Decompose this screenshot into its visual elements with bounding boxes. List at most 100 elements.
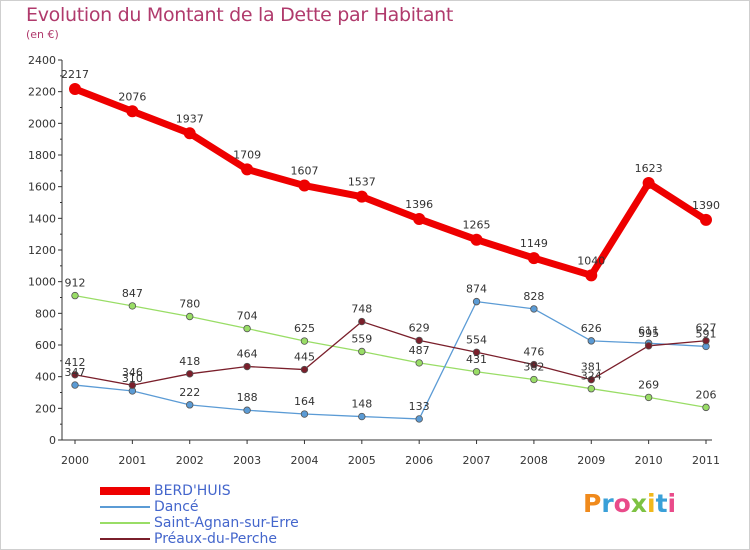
series-line-0 bbox=[71, 85, 710, 279]
data-label-1: 310 bbox=[122, 372, 143, 385]
data-label-3: 346 bbox=[122, 366, 143, 379]
x-tick-label: 2003 bbox=[233, 454, 261, 467]
data-point-3 bbox=[587, 375, 595, 384]
proxiti-logo: Proxiti bbox=[583, 489, 676, 518]
y-tick-label: 1200 bbox=[28, 244, 56, 257]
y-tick-label: 400 bbox=[35, 371, 56, 384]
data-label-1: 828 bbox=[523, 290, 544, 303]
legend-item-dance: Dancé bbox=[100, 499, 360, 515]
data-label-0: 1537 bbox=[348, 176, 376, 189]
data-point-2 bbox=[300, 337, 309, 345]
data-point-3 bbox=[530, 360, 538, 369]
data-label-0: 1623 bbox=[635, 162, 663, 175]
data-label-3: 412 bbox=[65, 356, 86, 369]
data-point-2 bbox=[587, 385, 595, 393]
data-label-1: 148 bbox=[351, 398, 372, 411]
data-label-1: 611 bbox=[638, 324, 659, 337]
data-point-0 bbox=[527, 252, 540, 265]
x-tick-label: 2007 bbox=[463, 454, 491, 467]
x-tick-label: 2006 bbox=[405, 454, 433, 467]
data-label-2: 559 bbox=[351, 332, 372, 345]
y-tick-label: 200 bbox=[35, 402, 56, 415]
data-point-0 bbox=[413, 212, 426, 225]
data-label-0: 1709 bbox=[233, 148, 261, 161]
data-label-2: 269 bbox=[638, 378, 659, 391]
y-tick-label: 600 bbox=[35, 339, 56, 352]
data-point-2 bbox=[472, 368, 481, 376]
data-point-3 bbox=[644, 342, 653, 350]
data-label-3: 627 bbox=[696, 322, 717, 335]
y-tick-label: 800 bbox=[35, 307, 56, 320]
data-label-0: 1396 bbox=[405, 198, 433, 211]
data-label-0: 1937 bbox=[176, 112, 204, 125]
y-tick-label: 1800 bbox=[28, 149, 56, 162]
data-label-3: 445 bbox=[294, 351, 315, 364]
y-tick-label: 1000 bbox=[28, 276, 56, 289]
data-point-1 bbox=[243, 406, 251, 414]
legend-swatch-preaux bbox=[100, 538, 150, 540]
data-label-3: 748 bbox=[351, 303, 372, 316]
legend-label-berdhuis: BERD'HUIS bbox=[154, 483, 231, 499]
data-point-1 bbox=[530, 305, 538, 313]
y-tick-label: 2200 bbox=[28, 86, 56, 99]
y-tick-label: 1400 bbox=[28, 212, 56, 225]
y-tick-label: 2400 bbox=[28, 54, 56, 67]
data-point-0 bbox=[355, 190, 368, 203]
data-label-0: 1607 bbox=[290, 165, 318, 178]
data-point-3 bbox=[300, 365, 309, 374]
data-point-3 bbox=[472, 348, 481, 356]
logo-letter: r bbox=[601, 489, 614, 518]
y-tick-label: 2000 bbox=[28, 117, 56, 130]
data-point-1 bbox=[472, 297, 481, 306]
data-label-2: 487 bbox=[409, 344, 430, 357]
x-tick-label: 2001 bbox=[118, 454, 146, 467]
logo-letter: o bbox=[613, 489, 631, 518]
data-label-2: 780 bbox=[179, 298, 200, 311]
data-point-3 bbox=[71, 371, 79, 379]
data-label-1: 591 bbox=[696, 327, 717, 340]
data-label-0: 1265 bbox=[463, 219, 491, 232]
x-tick-label: 2000 bbox=[61, 454, 89, 467]
x-tick-label: 2010 bbox=[635, 454, 663, 467]
x-tick-label: 2004 bbox=[290, 454, 318, 467]
data-label-1: 222 bbox=[179, 386, 200, 399]
data-label-0: 1040 bbox=[577, 254, 605, 267]
data-point-2 bbox=[415, 359, 423, 367]
data-point-2 bbox=[128, 302, 137, 310]
legend-label-saint-agnan: Saint-Agnan-sur-Erre bbox=[154, 515, 299, 531]
data-point-0 bbox=[298, 179, 311, 192]
data-label-3: 464 bbox=[237, 348, 258, 361]
data-label-2: 431 bbox=[466, 353, 487, 366]
data-point-0 bbox=[183, 127, 196, 140]
data-label-1: 626 bbox=[581, 322, 602, 335]
x-tick-label: 2008 bbox=[520, 454, 548, 467]
data-point-2 bbox=[702, 403, 710, 412]
legend-item-preaux: Préaux-du-Perche bbox=[100, 531, 360, 547]
data-label-3: 476 bbox=[523, 346, 544, 359]
data-point-2 bbox=[530, 375, 538, 384]
legend-item-berdhuis: BERD'HUIS bbox=[100, 483, 360, 499]
data-point-3 bbox=[128, 381, 137, 389]
chart-subtitle: (en €) bbox=[26, 28, 59, 41]
data-label-0: 2076 bbox=[118, 90, 146, 103]
data-point-2 bbox=[358, 347, 366, 356]
y-tick-label: 0 bbox=[49, 434, 56, 447]
data-label-1: 347 bbox=[65, 366, 86, 379]
data-point-0 bbox=[126, 105, 139, 118]
logo-letter: i bbox=[667, 489, 677, 518]
logo-letter: x bbox=[630, 489, 647, 518]
data-label-2: 625 bbox=[294, 322, 315, 335]
legend-label-preaux: Préaux-du-Perche bbox=[154, 531, 278, 547]
data-point-1 bbox=[186, 401, 194, 409]
data-point-0 bbox=[642, 177, 655, 190]
series-line-1 bbox=[74, 300, 707, 420]
data-point-1 bbox=[358, 412, 366, 421]
logo-letter: t bbox=[655, 489, 668, 518]
data-point-1 bbox=[587, 337, 595, 345]
data-point-3 bbox=[358, 317, 366, 326]
data-label-3: 418 bbox=[179, 355, 200, 368]
data-point-2 bbox=[644, 393, 653, 402]
data-point-3 bbox=[415, 336, 423, 345]
legend-label-dance: Dancé bbox=[154, 499, 199, 515]
